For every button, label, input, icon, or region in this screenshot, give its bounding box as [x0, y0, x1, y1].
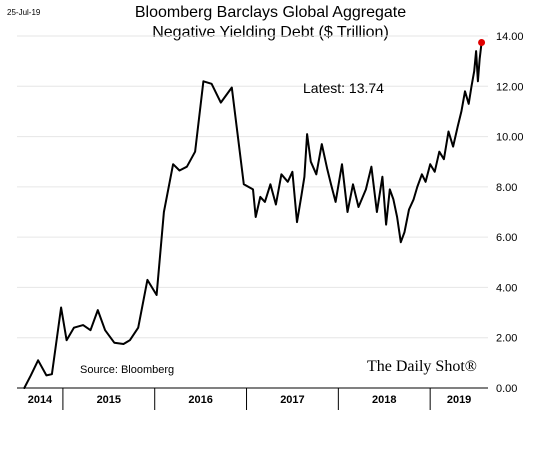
- y-tick-label: 10.00: [496, 132, 524, 144]
- source-label: Source: Bloomberg: [80, 364, 174, 376]
- y-tick-label: 0.00: [496, 383, 517, 395]
- x-tick-label: 2016: [188, 394, 212, 406]
- date-stamp: 25-Jul-19: [7, 8, 41, 17]
- gridlines: [17, 35, 488, 339]
- x-tick-label: 2015: [97, 394, 121, 406]
- y-tick-label: 12.00: [496, 81, 524, 93]
- y-tick-label: 6.00: [496, 232, 517, 244]
- x-tick-label: 2017: [280, 394, 304, 406]
- latest-annotation: Latest: 13.74: [303, 80, 384, 96]
- x-tick-label: 2019: [447, 394, 471, 406]
- y-tick-label: 2.00: [496, 333, 517, 345]
- y-tick-label: 14.00: [496, 31, 524, 43]
- y-axis-ticks: 0.00 2.00 4.00 6.00 8.00 10.00 12.00 14.00: [496, 31, 524, 395]
- brand-logo: The Daily Shot®: [367, 358, 477, 375]
- series-line-negative-yielding-debt: [23, 41, 483, 389]
- chart-title: Bloomberg Barclays Global Aggregate: [134, 4, 407, 21]
- x-tick-label: 2014: [28, 394, 53, 406]
- x-tick-label: 2018: [372, 394, 396, 406]
- chart-subtitle: Negative Yielding Debt ($ Trillion): [152, 24, 389, 41]
- y-tick-label: 8.00: [496, 182, 517, 194]
- x-axis: 2014 2015 2016 2017 2018 2019: [17, 387, 488, 410]
- latest-value-marker: [478, 39, 486, 47]
- y-tick-label: 4.00: [496, 282, 517, 294]
